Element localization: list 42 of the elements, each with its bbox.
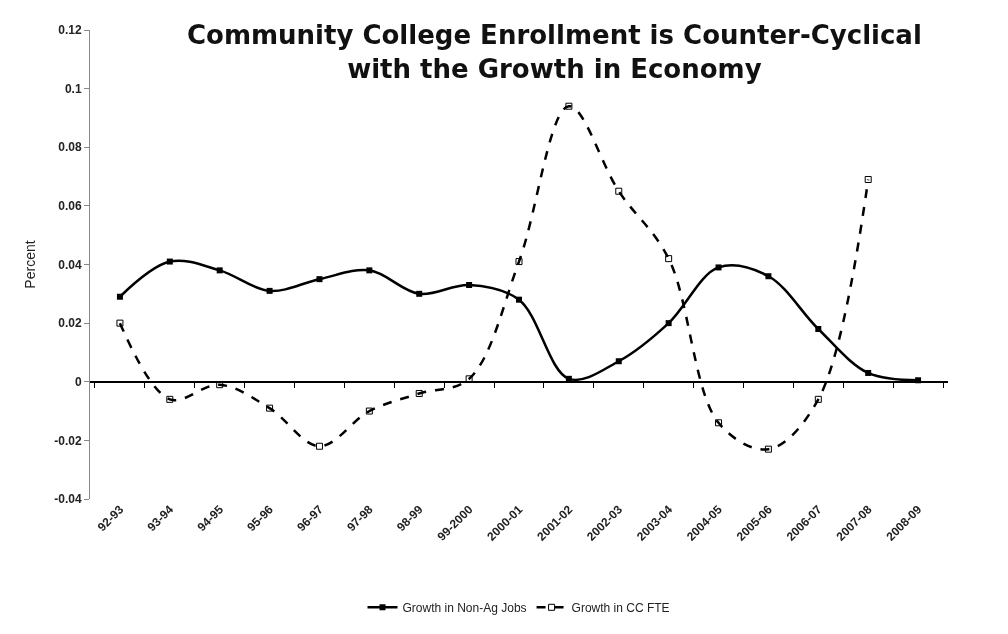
y-tick-label: -0.02 bbox=[54, 433, 82, 448]
point bbox=[415, 389, 423, 397]
point bbox=[565, 102, 573, 110]
legend-label: Growth in CC FTE bbox=[571, 600, 670, 615]
point bbox=[316, 276, 323, 283]
point bbox=[516, 296, 522, 303]
y-axis-title: Percent bbox=[21, 240, 38, 289]
point bbox=[116, 293, 123, 300]
chart-title: Community College Enrollment is Counter-Cyclical with the Growth in Economy bbox=[186, 20, 922, 85]
point bbox=[615, 358, 622, 365]
y-tick-label: 0.04 bbox=[58, 257, 82, 272]
point bbox=[366, 267, 373, 274]
point bbox=[864, 175, 872, 183]
point bbox=[266, 287, 273, 294]
legend-label: Growth in Non-Ag Jobs bbox=[402, 600, 527, 615]
y-tick-label: 0.12 bbox=[58, 23, 82, 38]
point bbox=[764, 445, 772, 453]
point bbox=[865, 369, 872, 376]
point bbox=[315, 442, 323, 450]
point bbox=[515, 258, 523, 266]
point bbox=[815, 325, 822, 332]
point bbox=[615, 187, 623, 195]
point bbox=[466, 282, 473, 289]
point bbox=[765, 273, 772, 280]
point bbox=[715, 264, 722, 271]
y-tick-label: -0.04 bbox=[54, 492, 82, 507]
point bbox=[365, 407, 373, 415]
point bbox=[416, 290, 423, 297]
point bbox=[166, 395, 174, 403]
point bbox=[116, 319, 124, 327]
point bbox=[715, 419, 723, 427]
y-tick-label: 0.08 bbox=[58, 140, 82, 155]
point bbox=[814, 395, 822, 403]
point bbox=[216, 267, 223, 274]
y-tick-label: 0.02 bbox=[58, 316, 82, 331]
point bbox=[665, 255, 673, 263]
point bbox=[266, 404, 274, 412]
point bbox=[665, 320, 672, 327]
y-tick-label: 0.1 bbox=[64, 81, 82, 96]
y-tick-label: 0.06 bbox=[58, 199, 82, 214]
y-tick-label: 0 bbox=[74, 374, 82, 389]
point bbox=[166, 258, 173, 265]
